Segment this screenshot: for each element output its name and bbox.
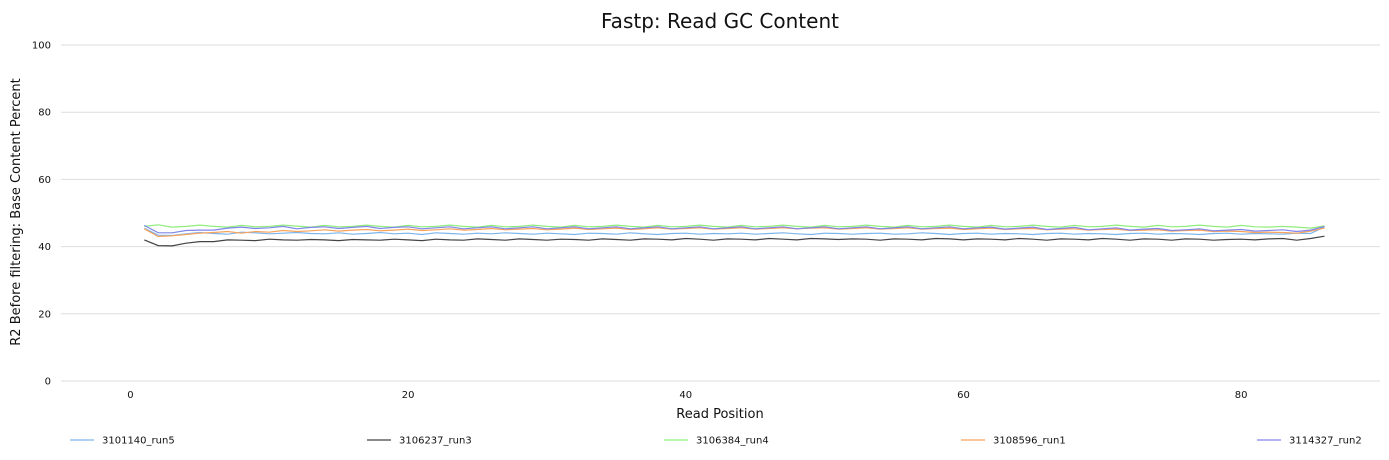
- legend-label: 3114327_run2: [1289, 436, 1362, 447]
- x-tick-label: 80: [1235, 390, 1248, 401]
- chart-title: Fastp: Read GC Content: [601, 9, 839, 33]
- y-axis-ticks: 0 20 40 60 80 100: [32, 41, 51, 388]
- x-axis-label: Read Position: [676, 407, 763, 422]
- legend-label: 3108596_run1: [993, 436, 1066, 447]
- legend-item-3106237_run3[interactable]: 3106237_run3: [367, 436, 472, 447]
- x-tick-label: 40: [679, 390, 692, 401]
- x-tick-label: 20: [402, 390, 415, 401]
- legend[interactable]: 3101140_run5 3106237_run3 3106384_run4 3108…: [70, 436, 1362, 447]
- grid-lines: [61, 44, 1380, 382]
- series-line-3114327_run2[interactable]: [144, 224, 1325, 234]
- legend-item-3114327_run2[interactable]: 3114327_run2: [1257, 436, 1362, 447]
- x-axis-ticks: 0 20 40 60 80: [127, 390, 1247, 401]
- y-tick-label: 100: [32, 41, 51, 52]
- legend-item-3108596_run1[interactable]: 3108596_run1: [961, 436, 1066, 447]
- x-tick-label: 60: [957, 390, 970, 401]
- series-line-3106237_run3[interactable]: [144, 235, 1325, 247]
- y-tick-label: 80: [38, 108, 51, 119]
- y-tick-label: 60: [38, 175, 51, 186]
- legend-item-3101140_run5[interactable]: 3101140_run5: [70, 436, 175, 447]
- x-tick-label: 0: [127, 390, 133, 401]
- y-tick-label: 0: [45, 377, 51, 388]
- legend-label: 3106237_run3: [399, 436, 472, 447]
- series-line-3106384_run4[interactable]: [144, 224, 1325, 229]
- y-tick-label: 40: [38, 242, 51, 253]
- legend-label: 3101140_run5: [102, 436, 175, 447]
- y-axis-label: R2 Before filtering: Base Content Percen…: [9, 78, 24, 345]
- y-tick-label: 20: [38, 309, 51, 320]
- series-lines: [144, 224, 1325, 247]
- legend-item-3106384_run4[interactable]: 3106384_run4: [664, 436, 769, 447]
- series-line-3101140_run5[interactable]: [144, 226, 1325, 237]
- legend-label: 3106384_run4: [696, 436, 769, 447]
